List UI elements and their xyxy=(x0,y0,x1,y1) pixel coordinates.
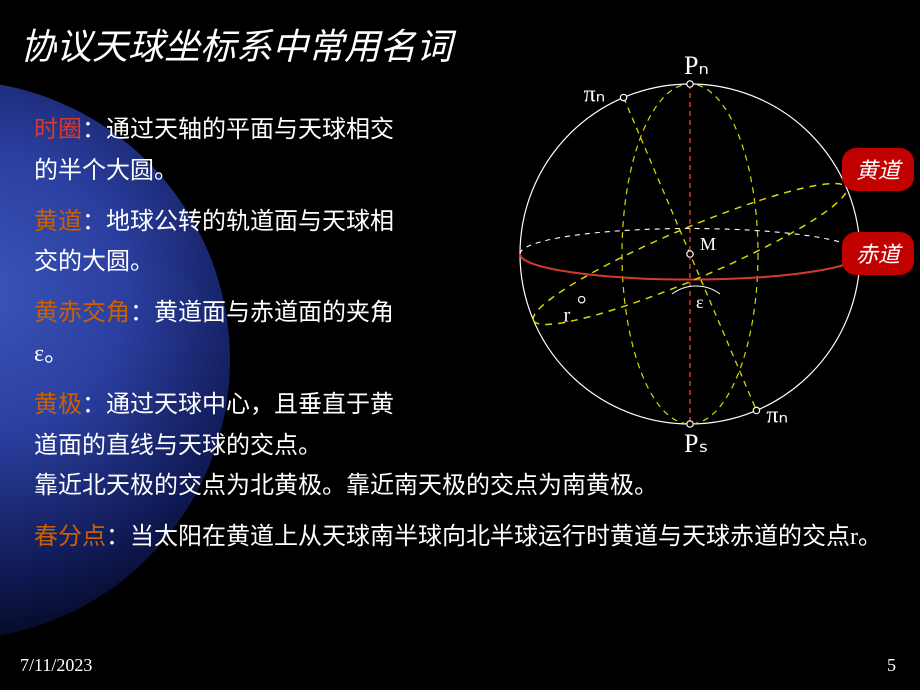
def-huangdao: 黄道：地球公转的轨道面与天球相交的大圆。 xyxy=(34,202,414,284)
text-chunfen: ：当太阳在黄道上从天球南半球向北半球运行时黄道与天球赤道的交点r。 xyxy=(106,524,882,550)
def-chunfendian: 春分点：当太阳在黄道上从天球南半球向北半球运行时黄道与天球赤道的交点r。 xyxy=(34,517,894,558)
text-huangji-a: ：通过天球中心，且垂直于黄道面的直线与天球的交点。 xyxy=(34,392,394,459)
definitions-block: 时圈：通过天轴的平面与天球相交的半个大圆。 黄道：地球公转的轨道面与天球相交的大… xyxy=(34,110,894,568)
term-huangji: 黄极 xyxy=(34,392,82,418)
text-huangji-b: 靠近北天极的交点为北黄极。靠近南天极的交点为南黄极。 xyxy=(34,473,658,499)
text-huangdao: ：地球公转的轨道面与天球相交的大圆。 xyxy=(34,209,394,276)
term-shiquan: 时圈 xyxy=(34,117,82,143)
def-huangji: 黄极：通过天球中心，且垂直于黄道面的直线与天球的交点。 靠近北天极的交点为北黄极… xyxy=(34,385,894,507)
footer-page-number: 5 xyxy=(887,655,896,676)
callout-ecliptic: 黄道 xyxy=(842,148,914,191)
term-chunfen: 春分点 xyxy=(34,524,106,550)
text-shiquan: ：通过天轴的平面与天球相交的半个大圆。 xyxy=(34,117,394,184)
footer-date: 7/11/2023 xyxy=(20,655,92,676)
svg-text:πₙ: πₙ xyxy=(584,82,606,108)
term-huangdao: 黄道 xyxy=(34,209,82,235)
callout-equator: 赤道 xyxy=(842,232,914,275)
svg-text:Pₙ: Pₙ xyxy=(684,54,709,80)
page-title: 协议天球坐标系中常用名词 xyxy=(20,18,452,70)
def-huangchijiaojiao: 黄赤交角：黄道面与赤道面的夹角ε。 xyxy=(34,293,414,375)
def-shiquan: 时圈：通过天轴的平面与天球相交的半个大圆。 xyxy=(34,110,414,192)
term-hcjj: 黄赤交角 xyxy=(34,300,130,326)
